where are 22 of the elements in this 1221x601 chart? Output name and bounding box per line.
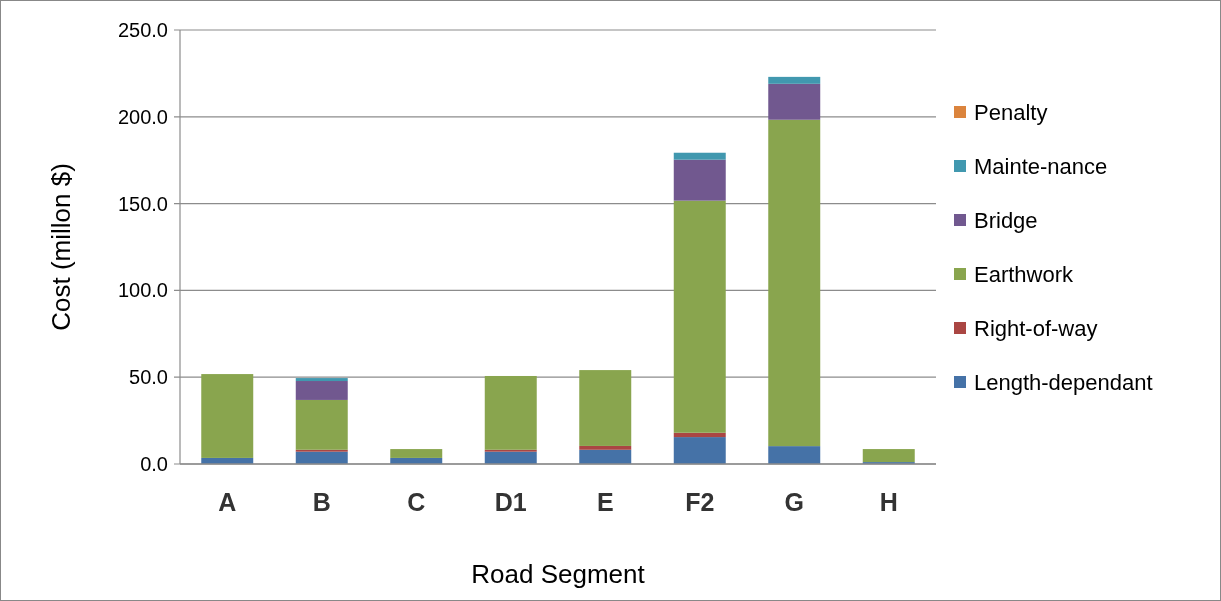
x-tick-label: E [596,488,614,516]
x-tick-label: B [312,488,331,516]
x-tick-label: H [879,488,898,516]
x-tick-label: G [784,488,804,516]
legend-label: Bridge [974,207,1038,233]
y-tick-label: 0.0 [140,453,168,475]
x-tick-label: F2 [685,488,715,516]
y-tick-label: 200.0 [117,105,168,128]
legend-label: Mainte-nance [974,153,1108,179]
y-tick-label: 250.0 [117,19,168,41]
legend-label: Penalty [974,99,1048,125]
x-tick-label: C [407,488,426,516]
y-tick-label: 150.0 [117,192,168,215]
y-tick-label: 100.0 [117,279,168,302]
x-tick-label: D1 [494,488,527,516]
legend-label: Length-dependant [974,369,1153,395]
x-tick-label: A [218,488,237,516]
x-axis-title: Road Segment [471,559,646,589]
legend-label: Earthwork [974,261,1075,287]
y-tick-label: 50.0 [129,366,168,389]
y-axis-title: Cost (millon $) [46,163,76,331]
legend-label: Right-of-way [974,315,1098,341]
